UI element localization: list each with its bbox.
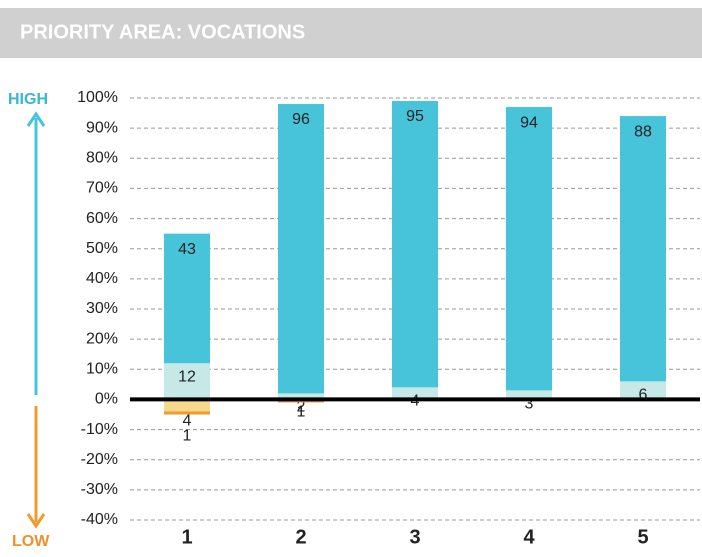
value-label: 1	[297, 404, 306, 421]
bar-segment	[392, 101, 438, 388]
low-arrow-head	[26, 513, 46, 529]
y-tick-label: 100%	[77, 89, 118, 106]
value-label: 43	[178, 241, 196, 258]
value-label: 95	[406, 108, 424, 125]
value-label: 88	[634, 123, 652, 140]
y-tick-label: -10%	[81, 421, 118, 438]
bar-segment	[620, 116, 666, 382]
x-tick-label: 1	[181, 526, 192, 548]
value-label: 6	[639, 387, 648, 404]
value-label: 94	[520, 114, 538, 131]
x-tick-label: 2	[295, 526, 306, 548]
y-tick-label: 40%	[86, 270, 118, 287]
header-band	[0, 8, 702, 58]
chart-title: PRIORITY AREA: VOCATIONS	[20, 21, 305, 43]
bar-segment	[164, 411, 210, 415]
value-label: 2	[297, 399, 306, 416]
value-label: 3	[525, 396, 534, 413]
x-tick-label: 4	[523, 526, 535, 548]
x-tick-label: 5	[637, 526, 648, 548]
y-tick-label: -40%	[81, 511, 118, 528]
value-label: 96	[292, 111, 310, 128]
bar-segment	[506, 390, 552, 400]
x-tick-label: 3	[409, 526, 420, 548]
y-tick-label: 80%	[86, 150, 118, 167]
value-label: 4	[183, 413, 192, 430]
bar-segment	[278, 104, 324, 394]
bar-segment	[506, 107, 552, 391]
y-tick-label: 0%	[95, 391, 118, 408]
value-label: 12	[178, 368, 196, 385]
y-tick-label: -20%	[81, 451, 118, 468]
y-tick-label: -30%	[81, 481, 118, 498]
low-label: LOW	[12, 533, 50, 550]
y-tick-label: 90%	[86, 119, 118, 136]
y-tick-label: 70%	[86, 180, 118, 197]
high-arrow-head	[26, 111, 46, 127]
bar-segment	[392, 387, 438, 400]
y-tick-label: 20%	[86, 330, 118, 347]
value-label: 1	[183, 428, 192, 445]
bar-segment	[164, 399, 210, 412]
bar-segment	[164, 233, 210, 364]
y-tick-label: 60%	[86, 210, 118, 227]
bar-segment	[278, 393, 324, 400]
y-tick-label: 30%	[86, 300, 118, 317]
bar-segment	[620, 381, 666, 400]
bar-segment	[164, 363, 210, 400]
y-tick-label: 10%	[86, 361, 118, 378]
y-tick-label: 50%	[86, 240, 118, 257]
high-label: HIGH	[8, 91, 48, 108]
